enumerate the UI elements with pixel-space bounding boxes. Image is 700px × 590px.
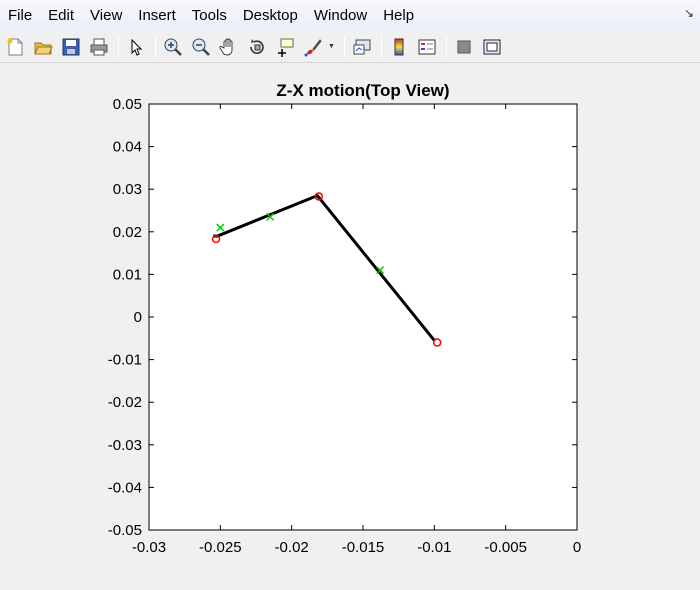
y-tick-label: 0.05 [113, 96, 142, 113]
toolbar-separator [118, 35, 119, 58]
x-marker-stroke [376, 266, 385, 275]
hide-plot-tools-icon[interactable] [451, 34, 477, 60]
y-tick-label: 0 [134, 309, 142, 326]
select-arrow-icon[interactable] [123, 34, 149, 60]
x-tick-label: -0.015 [342, 539, 385, 556]
data-cursor-icon[interactable] [272, 34, 298, 60]
figure-canvas: Z-X motion(Top View) -0.03 -0.025 -0.02 -0.… [0, 64, 700, 590]
figure-toolbar: ▼ [0, 31, 700, 63]
menu-tools[interactable]: Tools [191, 7, 227, 24]
show-plot-tools-icon[interactable] [479, 34, 505, 60]
y-tick-label: 0.02 [113, 224, 142, 241]
toolbar-separator [446, 35, 447, 58]
menu-file[interactable]: File [8, 7, 33, 24]
rotate-3d-icon[interactable] [244, 34, 270, 60]
menu-bar: File Edit View Insert Tools Desktop Wind… [0, 0, 700, 31]
x-marker [216, 223, 225, 232]
o-marker [211, 234, 221, 244]
axis-ticks: -0.03 -0.025 -0.02 -0.015 -0.01 -0.005 0 0.05 0.… [108, 96, 581, 556]
axes-background[interactable] [148, 103, 578, 531]
pan-hand-icon[interactable] [216, 34, 242, 60]
toolbar-separator [344, 35, 345, 58]
x-tick-label: -0.025 [199, 539, 242, 556]
zoom-out-icon[interactable] [188, 34, 214, 60]
legend-icon[interactable] [414, 34, 440, 60]
menu-view[interactable]: View [90, 7, 123, 24]
y-tick-label: -0.04 [108, 479, 142, 496]
x-tick-label: -0.02 [275, 539, 309, 556]
y-tick-label: 0.01 [113, 266, 142, 283]
menu-insert[interactable]: Insert [138, 7, 176, 24]
brush-dropdown-icon[interactable]: ▼ [328, 43, 335, 50]
zoom-in-icon[interactable] [160, 34, 186, 60]
o-marker [314, 192, 324, 201]
colorbar-icon[interactable] [386, 34, 412, 60]
x-tick-label: -0.01 [417, 539, 451, 556]
y-tick-label: 0.03 [113, 181, 142, 198]
toolbar-separator [155, 35, 156, 58]
x-marker-stroke [216, 223, 225, 232]
y-tick-label: -0.03 [108, 437, 142, 454]
brush-icon[interactable] [300, 34, 326, 60]
menu-desktop[interactable]: Desktop [242, 7, 298, 24]
open-file-icon[interactable] [30, 34, 56, 60]
print-icon[interactable] [86, 34, 112, 60]
y-tick-label: 0.04 [113, 139, 142, 156]
save-icon[interactable] [58, 34, 84, 60]
x-marker-stroke [266, 212, 275, 221]
dock-arrow-icon[interactable]: ↘ [683, 6, 694, 20]
menu-help[interactable]: Help [383, 7, 415, 24]
chart-title: Z-X motion(Top View) [276, 81, 449, 100]
x-marker [266, 212, 275, 221]
x-tick-label: -0.005 [484, 539, 527, 556]
menu-edit[interactable]: Edit [48, 7, 75, 24]
plot-svg: Z-X motion(Top View) -0.03 -0.025 -0.02 -0.… [108, 81, 581, 556]
new-figure-icon[interactable] [2, 34, 28, 60]
x-marker [376, 266, 385, 275]
link-plot-icon[interactable] [349, 34, 375, 60]
toolbar-separator [381, 35, 382, 58]
o-marker [432, 338, 442, 347]
plot-marks [211, 192, 442, 347]
x-tick-label: 0 [573, 539, 581, 556]
y-tick-label: -0.02 [108, 394, 142, 411]
x-tick-label: -0.03 [132, 539, 166, 556]
menu-window[interactable]: Window [313, 7, 368, 24]
y-tick-label: -0.05 [108, 522, 142, 539]
y-tick-label: -0.01 [108, 352, 142, 369]
